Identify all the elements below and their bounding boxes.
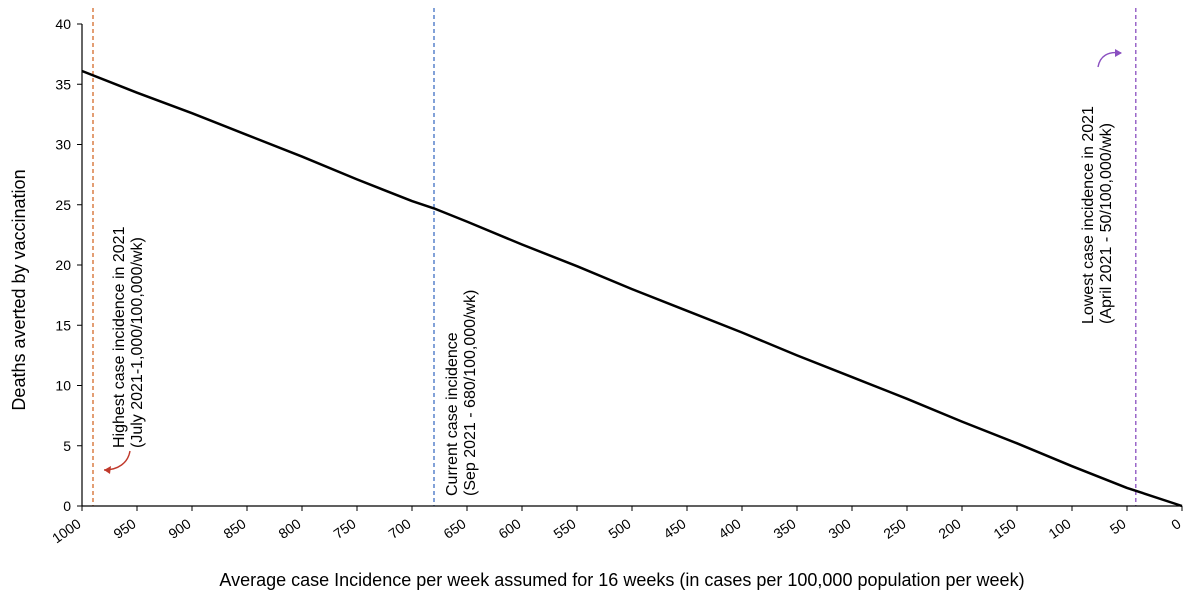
arrow-highest bbox=[103, 450, 131, 471]
x-tick-label: 50 bbox=[1107, 515, 1129, 537]
arrow-lowest-head bbox=[1115, 49, 1122, 57]
x-tick-label: 850 bbox=[220, 515, 248, 542]
x-tick-label: 550 bbox=[550, 515, 578, 542]
reference-annotation: (Sep 2021 - 680/100,000/wk) bbox=[462, 290, 479, 496]
annotation-arrows bbox=[103, 49, 1122, 474]
x-tick-label: 950 bbox=[110, 515, 138, 542]
x-tick-label: 350 bbox=[770, 515, 798, 542]
y-tick-label: 25 bbox=[55, 197, 71, 213]
x-tick-label: 250 bbox=[880, 515, 908, 542]
y-tick-label: 30 bbox=[55, 137, 71, 153]
arrow-highest-head bbox=[104, 466, 111, 474]
y-tick-label: 5 bbox=[63, 438, 71, 454]
reference-lines bbox=[92, 8, 1137, 506]
x-tick-label: 450 bbox=[660, 515, 688, 542]
x-tick-label: 650 bbox=[440, 515, 468, 542]
x-tick-label: 400 bbox=[715, 515, 743, 542]
x-tick-label: 600 bbox=[495, 515, 523, 542]
reference-annotation: (April 2021 - 50/100,000/wk) bbox=[1098, 123, 1115, 324]
reference-annotation: (July 2021-1,000/100,000/wk) bbox=[129, 237, 146, 448]
x-tick-label: 900 bbox=[165, 515, 193, 542]
x-axis-title: Average case Incidence per week assumed … bbox=[219, 570, 1024, 590]
series-layer bbox=[81, 69, 1183, 508]
y-tick-label: 40 bbox=[55, 16, 71, 32]
x-tick-label: 500 bbox=[605, 515, 633, 542]
x-tick-label: 1000 bbox=[49, 515, 84, 546]
series-line bbox=[81, 69, 1183, 508]
x-tick-label: 100 bbox=[1045, 515, 1073, 542]
annotations: Highest case incidence in 2021 (July 2021… bbox=[111, 106, 1115, 496]
reference-annotation: Current case incidence bbox=[444, 332, 461, 496]
x-tick-label: 800 bbox=[275, 515, 303, 542]
x-tick-label: 150 bbox=[990, 515, 1018, 542]
y-tick-label: 20 bbox=[55, 257, 71, 273]
axes bbox=[81, 24, 1182, 507]
x-tick-label: 300 bbox=[825, 515, 853, 542]
x-tick-label: 0 bbox=[1168, 515, 1184, 533]
x-tick-label: 750 bbox=[330, 515, 358, 542]
reference-annotation: Highest case incidence in 2021 bbox=[111, 226, 128, 448]
y-tick-label: 10 bbox=[55, 378, 71, 394]
x-tick-label: 200 bbox=[935, 515, 963, 542]
reference-annotation: Lowest case incidence in 2021 bbox=[1080, 106, 1097, 324]
x-tick-label: 700 bbox=[385, 515, 413, 542]
y-tick-label: 15 bbox=[55, 317, 71, 333]
y-tick-label: 0 bbox=[63, 498, 71, 514]
y-tick-label: 35 bbox=[55, 76, 71, 92]
y-axis-title: Deaths averted by vaccination bbox=[9, 169, 29, 410]
